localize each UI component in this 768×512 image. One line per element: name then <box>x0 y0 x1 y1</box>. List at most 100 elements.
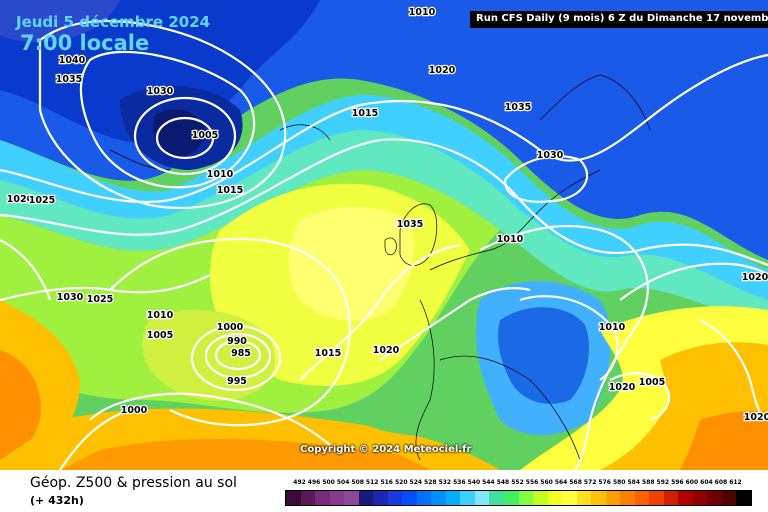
isobar-label: 1005 <box>639 377 665 388</box>
isobar-label: 1000 <box>121 405 148 416</box>
scale-label: 504 <box>336 479 350 486</box>
isobar-label: 1020 <box>742 272 768 283</box>
isobar-label: 1005 <box>147 330 173 341</box>
scale-swatch <box>300 491 316 505</box>
scale-label: 528 <box>424 479 437 486</box>
scale-swatch <box>445 491 461 505</box>
isobar-label: 1010 <box>497 234 524 245</box>
lead-time: (+ 432h) <box>30 494 84 507</box>
isobar-label: 1030 <box>57 292 84 303</box>
scale-swatch <box>620 491 635 505</box>
isobar-label: 1020 <box>7 194 34 205</box>
isobar-label: 1020 <box>609 382 636 393</box>
isobar-label: 1015 <box>352 108 378 119</box>
scale-swatch <box>663 491 679 505</box>
isobar-label: 1035 <box>505 102 531 113</box>
scale-label: 548 <box>496 479 510 486</box>
scale-swatch <box>416 491 432 505</box>
scale-swatch <box>707 491 722 505</box>
valid-time: 7:00 locale <box>20 31 150 55</box>
scale-label: 524 <box>409 479 423 486</box>
isobar-label: 1010 <box>207 169 234 180</box>
isobar-label: 1020 <box>373 345 400 356</box>
scale-label: 496 <box>307 479 321 486</box>
scale-label: 532 <box>438 479 452 486</box>
scale-label: 560 <box>540 479 553 486</box>
isobar-label: 1035 <box>397 219 423 230</box>
scale-label: 564 <box>554 479 568 486</box>
scale-swatch <box>692 491 708 505</box>
scale-swatch <box>373 491 388 505</box>
scale-swatch <box>315 491 330 505</box>
scale-label: 576 <box>598 479 611 486</box>
isobar-label: 1015 <box>315 348 341 359</box>
scale-swatch <box>286 491 301 505</box>
isobar-label: 1015 <box>217 185 243 196</box>
scale-swatch <box>518 491 534 505</box>
scale-label: 584 <box>627 479 641 486</box>
scale-label: 608 <box>714 479 728 486</box>
scale-label: 508 <box>351 479 364 486</box>
scale-swatch <box>431 491 446 505</box>
scale-label: 592 <box>656 479 670 486</box>
scale-swatch <box>387 491 403 505</box>
run-info-banner: Run CFS Daily (9 mois) 6 Z du Dimanche 1… <box>470 11 768 28</box>
scale-label: 604 <box>700 479 713 486</box>
scale-label: 492 <box>293 479 306 486</box>
scale-swatch <box>460 491 475 505</box>
isobar-label: 1040 <box>59 55 86 66</box>
scale-label: 552 <box>511 479 524 486</box>
scale-swatch <box>649 491 664 505</box>
scale-swatch <box>402 491 417 505</box>
scale-label: 500 <box>322 479 335 486</box>
isobar-labels: 1010 1040 1035 1030 1005 1010 1015 1020 1015 1020… <box>6 6 768 425</box>
scale-label: 588 <box>642 479 655 486</box>
scale-swatch <box>344 491 359 505</box>
scale-swatch <box>576 491 592 505</box>
scale-label: 568 <box>569 479 582 486</box>
color-scale <box>285 490 752 506</box>
scale-label: 572 <box>583 479 597 486</box>
scale-swatch <box>547 491 563 505</box>
isobar-label: 995 <box>227 376 247 387</box>
isobar-label: 1005 <box>192 130 218 141</box>
geopotential-pressure-map: 1010 1040 1035 1030 1005 1010 1015 1020 1015 1020… <box>0 0 768 470</box>
scale-swatch <box>634 491 650 505</box>
scale-swatch <box>358 491 374 505</box>
scale-swatch <box>329 491 345 505</box>
scale-swatch <box>489 491 504 505</box>
scale-label: 600 <box>685 479 699 486</box>
isobar-label: 1010 <box>409 7 436 18</box>
isobar-label: 1030 <box>147 86 174 97</box>
scale-label: 536 <box>453 479 466 486</box>
scale-label: 580 <box>612 479 626 486</box>
isobar-label: 1000 <box>217 322 244 333</box>
scale-swatch <box>562 491 577 505</box>
scale-label: 512 <box>365 479 379 486</box>
weather-map: 1010 1040 1035 1030 1005 1010 1015 1020 1015 1020… <box>0 0 768 470</box>
scale-swatch <box>591 491 606 505</box>
legend-bar: Géop. Z500 & pression au sol (+ 432h) 49… <box>0 470 768 512</box>
scale-swatch <box>721 491 737 505</box>
scale-swatch <box>678 491 693 505</box>
product-title: Géop. Z500 & pression au sol <box>30 475 237 491</box>
scale-swatch <box>503 491 519 505</box>
isobar-label: 1010 <box>147 310 174 321</box>
isobar-label: 1025 <box>87 294 113 305</box>
scale-swatch <box>605 491 621 505</box>
scale-label: 556 <box>525 479 539 486</box>
scale-swatch <box>533 491 548 505</box>
isobar-label: 1020 <box>429 65 456 76</box>
isobar-label: 1010 <box>599 322 626 333</box>
isobar-label: 1035 <box>56 74 82 85</box>
scale-label: 520 <box>394 479 408 486</box>
color-scale-labels: 492 496 500 504 508 512 516 520 524 528 532 536 540 5… <box>282 479 752 489</box>
valid-date: Jeudi 5 décembre 2024 <box>16 13 211 31</box>
isobar-label: 1025 <box>29 195 55 206</box>
scale-label: 516 <box>380 479 393 486</box>
isobar-label: 985 <box>231 348 251 359</box>
scale-label: 596 <box>671 479 684 486</box>
isobar-label: 1030 <box>537 150 564 161</box>
isobar-label: 1020 <box>744 412 768 423</box>
scale-swatch <box>736 491 751 505</box>
